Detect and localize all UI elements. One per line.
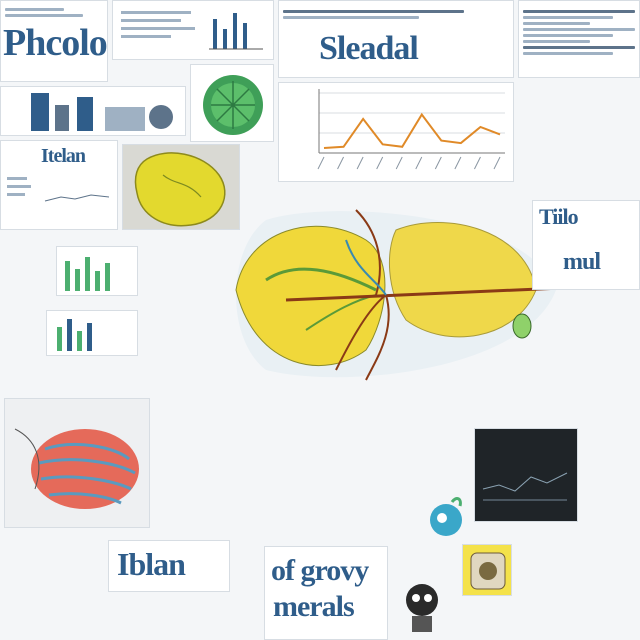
headline-tile-bottom-center: of grovy merals — [264, 546, 388, 640]
mini-bar-chart — [121, 11, 263, 50]
headline-mid-right-2: mul — [563, 249, 601, 275]
green-plant-image-tile — [190, 64, 274, 142]
central-leaf-illustration — [226, 200, 566, 390]
chart-x-tick — [434, 156, 442, 170]
green-bars — [65, 257, 110, 291]
chart-x-tick — [395, 156, 403, 170]
chart-x-tick — [473, 156, 481, 170]
headline-tile-top-center: Sleadal — [278, 0, 514, 78]
headline-top-left: Phcolo — [3, 22, 107, 64]
dark-chart — [482, 472, 568, 501]
headline-bottom-center-1: of grovy — [271, 554, 369, 587]
headline-tile-mid-right: Tiilo mul — [532, 200, 640, 290]
chart-grid — [318, 89, 505, 154]
chart-x-tick — [356, 156, 364, 170]
green-bars-tile — [56, 246, 138, 296]
headline-tile-mid-left: Itelan — [0, 140, 118, 230]
chart-series-line — [323, 112, 501, 150]
building-icons — [31, 93, 173, 131]
bar-chart-tile — [112, 0, 274, 60]
chart-x-tick — [317, 156, 325, 170]
line-chart-panel — [278, 82, 514, 182]
yellow-frame-image — [470, 552, 506, 590]
teal-creature-icon — [424, 494, 470, 540]
striped-specimen-image — [14, 428, 139, 509]
green-plant-image — [203, 75, 263, 135]
yellow-leaf-photo — [134, 152, 226, 227]
yellow-frame-image-tile — [462, 544, 512, 596]
headline-bottom-center-2: merals — [273, 590, 355, 623]
green-bars-2 — [57, 319, 92, 351]
chart-x-tick — [376, 156, 384, 170]
dark-figure-icon — [396, 576, 448, 636]
line-chart — [317, 89, 505, 170]
headline-mid-left: Itelan — [41, 145, 86, 167]
text-tile-top-right — [518, 0, 640, 78]
text-lines — [5, 5, 103, 20]
headline-bottom-left: Iblan — [117, 546, 186, 582]
headline-mid-right-1: Tiilo — [539, 204, 579, 229]
wave-chart — [7, 177, 110, 202]
dark-chart-panel — [474, 428, 578, 522]
leaf-diagram — [235, 209, 563, 381]
green-bars-tile-2 — [46, 310, 138, 356]
chart-x-tick — [493, 156, 501, 170]
text-tile-left — [0, 86, 186, 136]
chart-x-tick — [454, 156, 462, 170]
yellow-leaf-photo-tile — [122, 144, 240, 230]
striped-specimen-image-tile — [4, 398, 150, 528]
chart-x-tick — [415, 156, 423, 170]
chart-x-tick — [337, 156, 345, 170]
headline-tile-bottom-left: Iblan — [108, 540, 230, 592]
headline-top-center: Sleadal — [319, 30, 419, 67]
headline-tile-top-left: Phcolo — [0, 0, 108, 82]
